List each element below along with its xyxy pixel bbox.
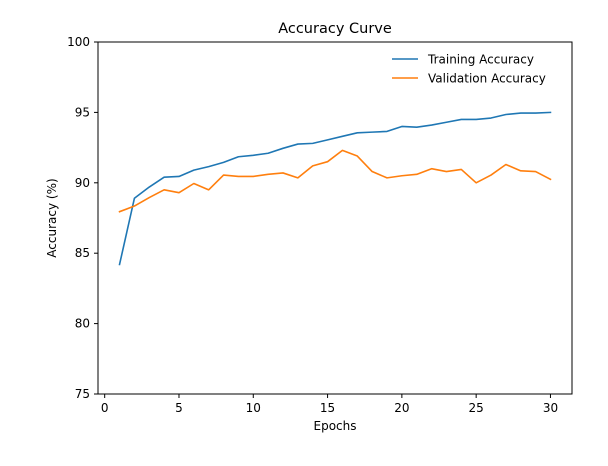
y-tick-label: 85 <box>75 246 90 260</box>
plot-area: 0 5 10 15 20 25 30 75 80 85 90 95 100 <box>67 35 573 415</box>
x-tick-label: 10 <box>246 401 261 415</box>
series-line-training <box>118 111 552 266</box>
y-axis-label: Accuracy (%) <box>45 178 59 257</box>
y-tick-label: 100 <box>67 35 90 49</box>
x-axis-label: Epochs <box>314 419 357 433</box>
y-tick-label: 90 <box>75 176 90 190</box>
y-tick-label: 75 <box>75 387 90 401</box>
x-tick-label: 30 <box>543 401 558 415</box>
chart-title: Accuracy Curve <box>278 21 392 37</box>
legend-entry-label: Validation Accuracy <box>428 72 546 86</box>
x-tick-label: 25 <box>469 401 484 415</box>
series-line-validation <box>118 149 552 213</box>
x-tick-label: 0 <box>101 401 109 415</box>
x-tick-label: 20 <box>394 401 409 415</box>
legend-entry-label: Training Accuracy <box>427 53 534 67</box>
legend: Training Accuracy Validation Accuracy <box>392 53 546 86</box>
x-tick-label: 5 <box>175 401 183 415</box>
x-tick-label: 15 <box>320 401 335 415</box>
y-tick-label: 95 <box>75 105 90 119</box>
axes-frame <box>97 41 573 395</box>
y-tick-label: 80 <box>75 317 90 331</box>
